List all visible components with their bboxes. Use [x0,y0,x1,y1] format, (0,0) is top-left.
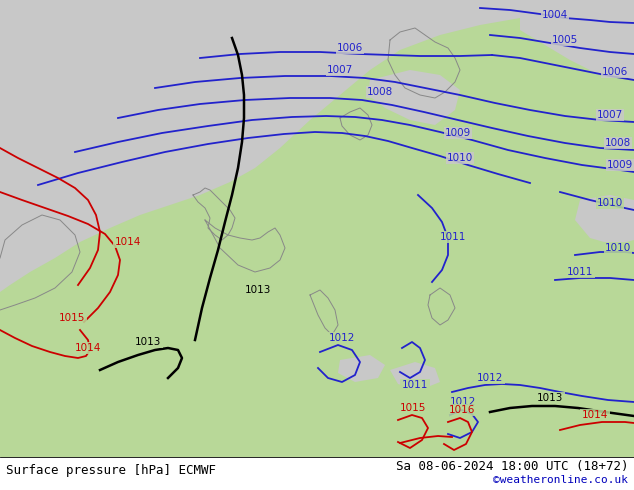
Text: 1012: 1012 [329,333,355,343]
Text: 1004: 1004 [542,10,568,20]
Polygon shape [575,195,634,245]
Text: ©weatheronline.co.uk: ©weatheronline.co.uk [493,475,628,485]
Text: 1006: 1006 [602,67,628,77]
Text: 1007: 1007 [327,65,353,75]
Text: 1009: 1009 [607,160,633,170]
Text: 1005: 1005 [552,35,578,45]
Text: 1012: 1012 [477,373,503,383]
Text: 1013: 1013 [537,393,563,403]
Text: 1014: 1014 [582,410,608,420]
Polygon shape [0,0,634,292]
Polygon shape [390,362,440,390]
Text: 1007: 1007 [597,110,623,120]
Text: 1015: 1015 [59,313,85,323]
Text: 1008: 1008 [367,87,393,97]
Text: 1008: 1008 [605,138,631,148]
Polygon shape [338,355,385,382]
Text: 1009: 1009 [445,128,471,138]
Text: 1010: 1010 [597,198,623,208]
Text: 1010: 1010 [605,243,631,253]
Text: 1013: 1013 [245,285,271,295]
Text: 1013: 1013 [135,337,161,347]
Text: 1016: 1016 [449,405,476,415]
Text: 1011: 1011 [402,380,428,390]
Text: 1014: 1014 [75,343,101,353]
Text: Surface pressure [hPa] ECMWF: Surface pressure [hPa] ECMWF [6,464,216,476]
Text: Sa 08-06-2024 18:00 UTC (18+72): Sa 08-06-2024 18:00 UTC (18+72) [396,460,628,472]
Text: 1012: 1012 [450,397,476,407]
Bar [0,457,634,490]
Text: 1011: 1011 [440,232,466,242]
Text: 1011: 1011 [567,267,593,277]
Text: 1006: 1006 [337,43,363,53]
Polygon shape [368,70,460,125]
Text: 1014: 1014 [115,237,141,247]
Text: 1010: 1010 [447,153,473,163]
Text: 1015: 1015 [400,403,426,413]
Polygon shape [520,0,634,80]
